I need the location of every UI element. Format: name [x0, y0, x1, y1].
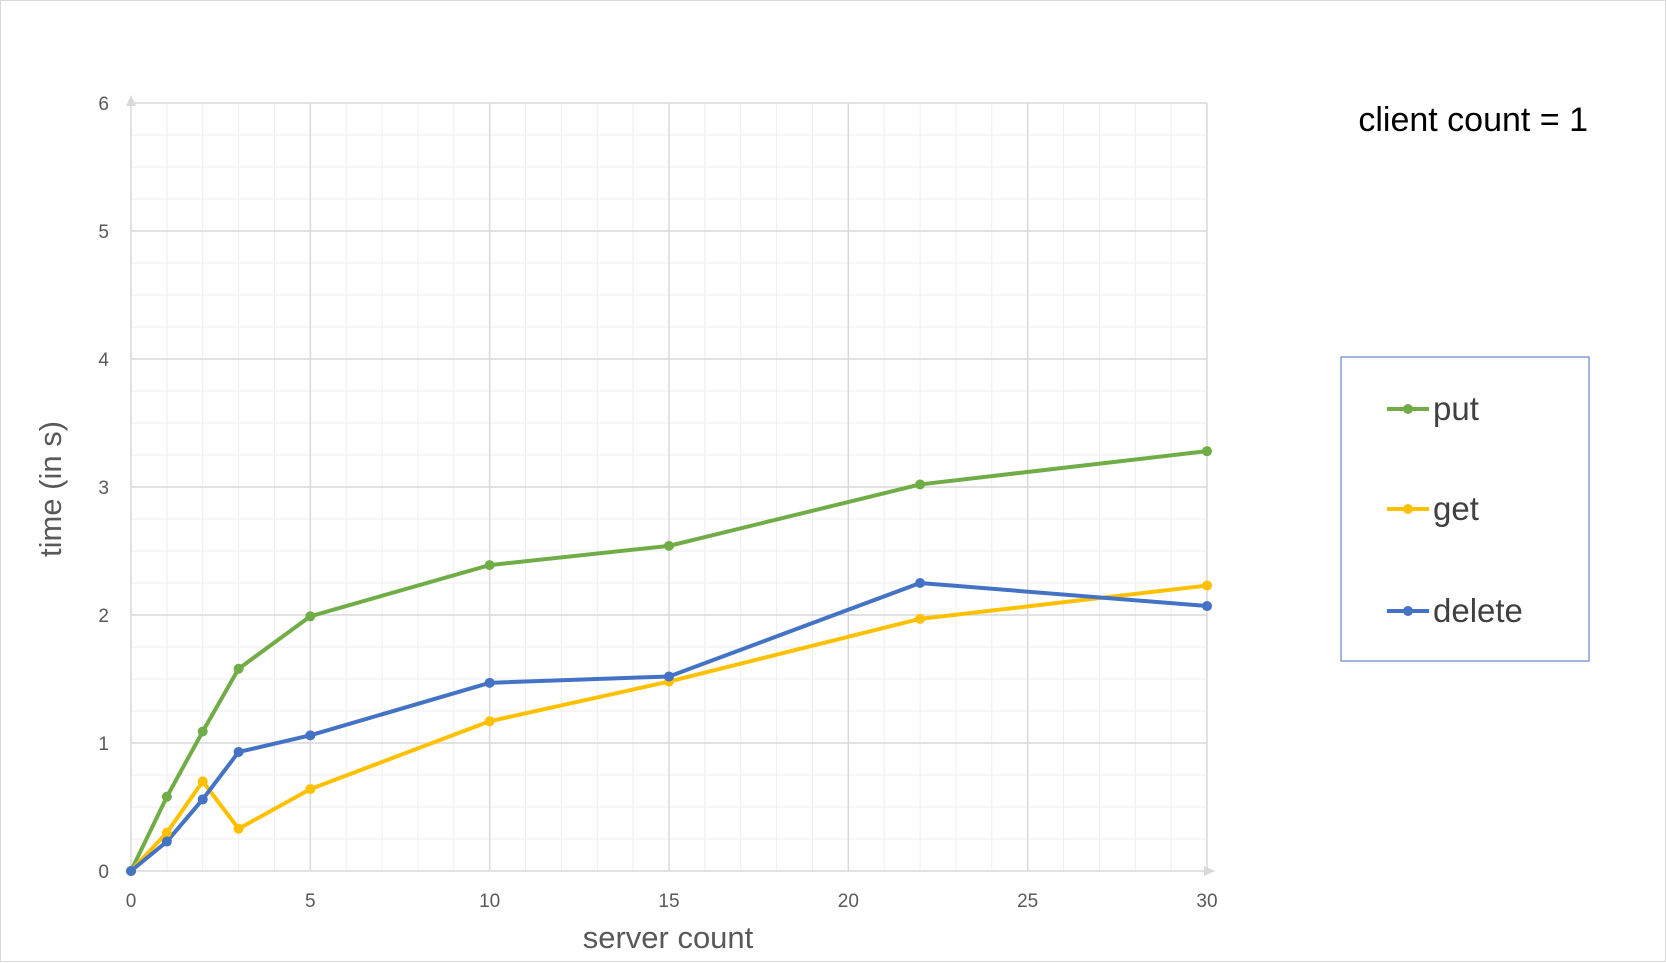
legend-marker-get	[1403, 504, 1413, 514]
x-tick-label: 5	[305, 891, 316, 912]
legend-label-delete: delete	[1433, 592, 1523, 629]
data-point-delete	[126, 866, 136, 876]
legend-marker-put	[1403, 404, 1413, 414]
data-point-delete	[161, 836, 172, 847]
data-point-put	[915, 479, 926, 490]
data-point-get	[305, 784, 316, 795]
y-tick-label: 6	[98, 94, 109, 115]
data-point-put	[197, 726, 208, 737]
chart-annotation: client count = 1	[1358, 101, 1588, 139]
x-tick-label: 15	[658, 891, 679, 912]
x-axis-title: server count	[583, 920, 754, 955]
x-tick-label: 25	[1017, 891, 1038, 912]
x-tick-label: 0	[126, 891, 137, 912]
data-point-put	[1202, 446, 1212, 457]
y-axis-arrow	[126, 95, 136, 106]
y-tick-label: 4	[98, 350, 109, 371]
legend-label-get: get	[1433, 490, 1479, 527]
legend: put get delete	[1340, 356, 1590, 662]
y-tick-label: 0	[98, 862, 109, 883]
data-point-get	[1202, 580, 1212, 591]
tick-labels: 0 5 10 15 20 25 30 0 1 2 3 4 5 6	[98, 94, 1217, 912]
data-point-put	[664, 540, 674, 551]
data-point-delete	[484, 677, 495, 688]
data-point-put	[233, 663, 244, 674]
data-point-put	[161, 791, 172, 802]
legend-marker-delete	[1403, 606, 1413, 616]
x-tick-label: 20	[838, 891, 859, 912]
legend-box	[1340, 356, 1590, 662]
y-axis-title: time (in s)	[33, 421, 68, 557]
data-point-delete	[915, 578, 926, 588]
data-point-put	[305, 611, 316, 622]
y-tick-label: 2	[98, 606, 109, 627]
data-point-get	[161, 827, 172, 838]
legend-label-put: put	[1433, 390, 1479, 427]
major-gridlines	[131, 102, 1208, 871]
y-tick-label: 3	[98, 478, 109, 499]
data-point-get	[915, 613, 926, 624]
data-point-get	[197, 776, 208, 787]
data-point-get	[484, 716, 495, 727]
y-tick-label: 5	[98, 222, 109, 243]
series-layer	[126, 446, 1212, 876]
x-axis-arrow	[1204, 866, 1215, 876]
data-point-delete	[664, 671, 674, 682]
data-point-delete	[233, 746, 244, 757]
data-point-get	[233, 823, 244, 834]
y-tick-label: 1	[98, 734, 109, 755]
data-point-delete	[1202, 601, 1212, 612]
data-point-put	[484, 560, 495, 571]
data-point-delete	[305, 730, 316, 741]
data-point-delete	[197, 794, 208, 805]
axes	[126, 95, 1215, 876]
x-tick-label: 10	[479, 891, 500, 912]
x-tick-label: 30	[1196, 891, 1217, 912]
